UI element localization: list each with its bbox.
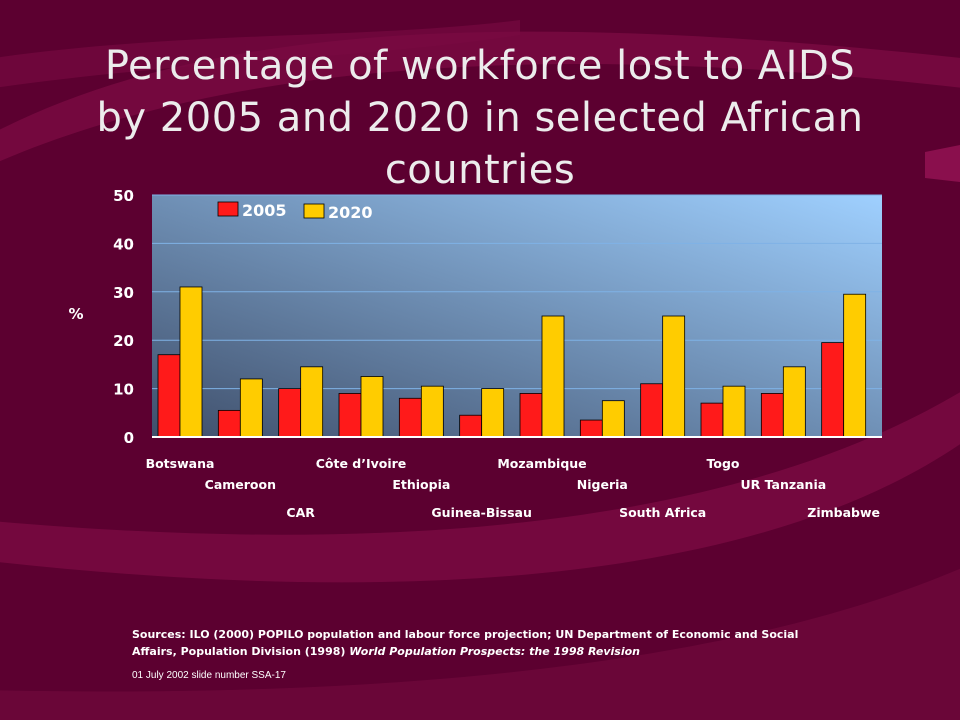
x-tick-label: Mozambique xyxy=(497,456,586,471)
slide-footer: 01 July 2002 slide number SSA-17 xyxy=(132,670,286,681)
bar-2005-11 xyxy=(821,342,845,438)
bar-2020-1 xyxy=(239,378,263,438)
bar-2020-7 xyxy=(601,400,625,438)
legend-swatch-2005 xyxy=(217,201,239,217)
sources-text: Sources: ILO (2000) POPILO population an… xyxy=(132,628,799,658)
x-tick-label: Nigeria xyxy=(577,477,628,492)
x-tick-label: South Africa xyxy=(619,505,706,520)
legend-swatch-2020 xyxy=(303,203,325,219)
x-tick-label: Guinea-Bissau xyxy=(431,505,531,520)
bar-2020-0 xyxy=(179,286,203,438)
bar-2020-11 xyxy=(843,293,867,438)
bar-2005-6 xyxy=(519,393,543,438)
y-tick-label: 40 xyxy=(113,235,134,253)
bar-2005-2 xyxy=(278,388,302,438)
bar-2020-2 xyxy=(300,366,324,438)
title-line: countries xyxy=(384,147,576,193)
bar-2005-7 xyxy=(579,419,603,438)
y-tick-label: 30 xyxy=(113,284,134,302)
bar-2005-4 xyxy=(398,397,422,438)
bar-2020-3 xyxy=(360,376,384,438)
x-tick-label: Zimbabwe xyxy=(807,505,880,520)
plot-area xyxy=(152,195,882,437)
bar-2005-1 xyxy=(217,409,241,438)
slide-title: Percentage of workforce lost to AIDS by … xyxy=(60,40,900,196)
bar-2020-5 xyxy=(481,388,505,438)
bar-2005-0 xyxy=(157,354,181,438)
bar-2005-3 xyxy=(338,393,362,438)
sources-italic: World Population Prospects: the 1998 Rev… xyxy=(349,645,640,658)
y-tick-label: 20 xyxy=(113,332,134,350)
legend-label-2020: 2020 xyxy=(328,203,373,222)
sources-note: Sources: ILO (2000) POPILO population an… xyxy=(132,626,812,660)
x-tick-label: CAR xyxy=(286,505,315,520)
bar-2020-9 xyxy=(722,385,746,438)
x-tick-label: Botswana xyxy=(146,456,215,471)
bar-2020-4 xyxy=(420,385,444,438)
bar-2020-6 xyxy=(541,315,565,438)
y-tick-label: 50 xyxy=(113,187,134,205)
x-tick-label: Ethiopia xyxy=(392,477,450,492)
bar-2020-8 xyxy=(662,315,686,438)
x-tick-label: Cameroon xyxy=(205,477,276,492)
y-tick-label: 10 xyxy=(113,381,134,399)
bar-2005-9 xyxy=(700,402,724,438)
bar-2020-10 xyxy=(782,366,806,438)
y-axis-label: % xyxy=(68,305,83,323)
title-line: Percentage of workforce lost to AIDS xyxy=(104,43,856,89)
x-tick-label: Côte d’Ivoire xyxy=(316,456,407,471)
legend-label-2005: 2005 xyxy=(242,201,287,220)
bar-2005-5 xyxy=(459,414,483,438)
bar-2005-10 xyxy=(760,393,784,438)
title-line: by 2005 and 2020 in selected African xyxy=(96,95,864,141)
y-tick-label: 0 xyxy=(124,429,134,447)
bar-2005-8 xyxy=(640,383,664,438)
x-tick-label: Togo xyxy=(707,456,740,471)
x-tick-label: UR Tanzania xyxy=(740,477,826,492)
